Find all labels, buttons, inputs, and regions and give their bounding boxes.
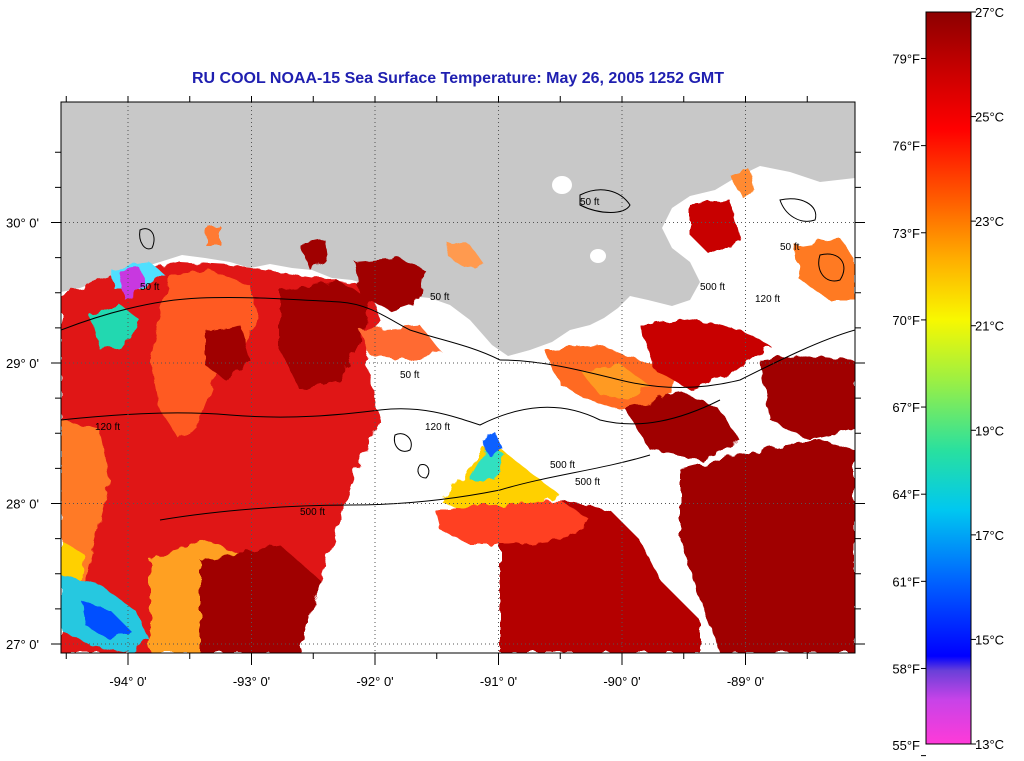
axis-ticks [51, 96, 865, 665]
bathymetry-contours [61, 189, 855, 521]
colorbar-celsius-label: 21°C [975, 319, 1004, 334]
latitude-tick-label: 27° 0' [6, 637, 39, 652]
colorbar-fahrenheit-label: 79°F [892, 51, 920, 66]
lake [552, 176, 572, 194]
colorbar-fahrenheit-label: 58°F [892, 661, 920, 676]
longitude-tick-label: -89° 0' [727, 674, 764, 689]
svg-text:50 ft: 50 ft [400, 370, 420, 381]
colorbar-celsius-label: 23°C [975, 214, 1004, 229]
land-mass [61, 102, 855, 356]
latitude-tick-label: 29° 0' [6, 356, 39, 371]
colorbar-ticks [921, 11, 976, 757]
colorbar-fahrenheit-label: 76°F [892, 139, 920, 154]
colorbar-fahrenheit-label: 64°F [892, 487, 920, 502]
colorbar-celsius-labels: 27°C 25°C 23°C 21°C 19°C 17°C 15°C 13°C [975, 5, 1004, 752]
longitude-tick-label: -92° 0' [356, 674, 393, 689]
colorbar-celsius-label: 13°C [975, 737, 1004, 752]
colorbar-fahrenheit-label: 55°F [892, 738, 920, 753]
svg-text:500 ft: 500 ft [300, 507, 325, 518]
colorbar-celsius-label: 19°C [975, 423, 1004, 438]
colorbar-fahrenheit-label: 67°F [892, 400, 920, 415]
colorbar-celsius-label: 17°C [975, 528, 1004, 543]
colorbar-celsius-label: 25°C [975, 110, 1004, 125]
colorbar-fahrenheit-labels: 79°F 76°F 73°F 70°F 67°F 64°F 61°F 58°F 55°F [892, 51, 920, 753]
longitude-tick-label: -94° 0' [109, 674, 146, 689]
latitude-tick-label: 30° 0' [6, 216, 39, 231]
map-area: 50 ft 50 ft 50 ft 50 ft 120 ft 120 ft 50… [61, 102, 855, 653]
svg-text:120 ft: 120 ft [425, 422, 450, 433]
longitude-tick-label: -90° 0' [603, 674, 640, 689]
svg-text:500 ft: 500 ft [575, 477, 600, 488]
svg-text:50 ft: 50 ft [140, 282, 160, 293]
map-border [60, 101, 856, 654]
colorbar-fahrenheit-label: 70°F [892, 313, 920, 328]
contour-labels: 50 ft 50 ft 50 ft 50 ft 120 ft 120 ft 50… [95, 197, 800, 518]
svg-text:500 ft: 500 ft [700, 282, 725, 293]
latitude-tick-label: 28° 0' [6, 497, 39, 512]
svg-text:120 ft: 120 ft [755, 294, 780, 305]
longitude-labels: -94° 0' -93° 0' -92° 0' -91° 0' -90° 0' -89° … [109, 674, 764, 689]
map-title: RU COOL NOAA-15 Sea Surface Temperature:… [191, 70, 725, 87]
svg-text:120 ft: 120 ft [95, 422, 120, 433]
colorbar-fahrenheit-label: 61°F [892, 574, 920, 589]
graticule [61, 102, 855, 653]
svg-text:500 ft: 500 ft [550, 460, 575, 471]
colorbar-celsius-label: 15°C [975, 632, 1004, 647]
svg-text:50 ft: 50 ft [780, 242, 800, 253]
lake [590, 249, 606, 263]
longitude-tick-label: -93° 0' [233, 674, 270, 689]
longitude-tick-label: -91° 0' [480, 674, 517, 689]
latitude-labels: 30° 0' 29° 0' 28° 0' 27° 0' [6, 216, 39, 653]
colorbar [925, 11, 972, 745]
svg-text:50 ft: 50 ft [430, 292, 450, 303]
colorbar-celsius-label: 27°C [975, 5, 1004, 20]
sst-field [61, 170, 855, 653]
colorbar-fahrenheit-label: 73°F [892, 226, 920, 241]
svg-text:50 ft: 50 ft [580, 197, 600, 208]
